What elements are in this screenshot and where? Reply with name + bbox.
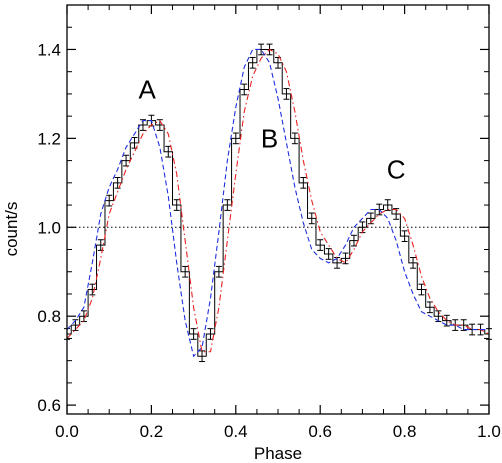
y-tick-label: 1.4 <box>37 40 61 59</box>
peak-annotation: B <box>261 123 278 153</box>
peak-annotation: C <box>387 154 406 184</box>
y-axis-label: count/s <box>2 202 21 257</box>
histogram-series-line <box>67 48 489 357</box>
y-tick-label: 0.6 <box>37 396 61 415</box>
dash-dot-model-line <box>66 48 490 353</box>
x-tick-label: 0.0 <box>55 422 79 441</box>
dashed-model-line <box>66 48 489 358</box>
y-tick-label: 1.2 <box>37 129 61 148</box>
y-tick-label: 0.8 <box>37 307 61 326</box>
x-tick-label: 0.6 <box>308 422 332 441</box>
x-tick-label: 0.2 <box>140 422 164 441</box>
x-tick-label: 0.4 <box>224 422 248 441</box>
plot-area: A B C <box>64 43 492 363</box>
y-tick-label: 1.0 <box>37 218 61 237</box>
axes: 0.0 0.2 0.4 0.6 0.8 1.0 0.6 0.8 1.0 1.2 1.4 <box>37 4 501 441</box>
x-tick-label: 0.8 <box>393 422 417 441</box>
x-axis-label: Phase <box>254 444 302 463</box>
peak-annotation: A <box>139 74 157 104</box>
x-tick-label: 1.0 <box>477 422 501 441</box>
